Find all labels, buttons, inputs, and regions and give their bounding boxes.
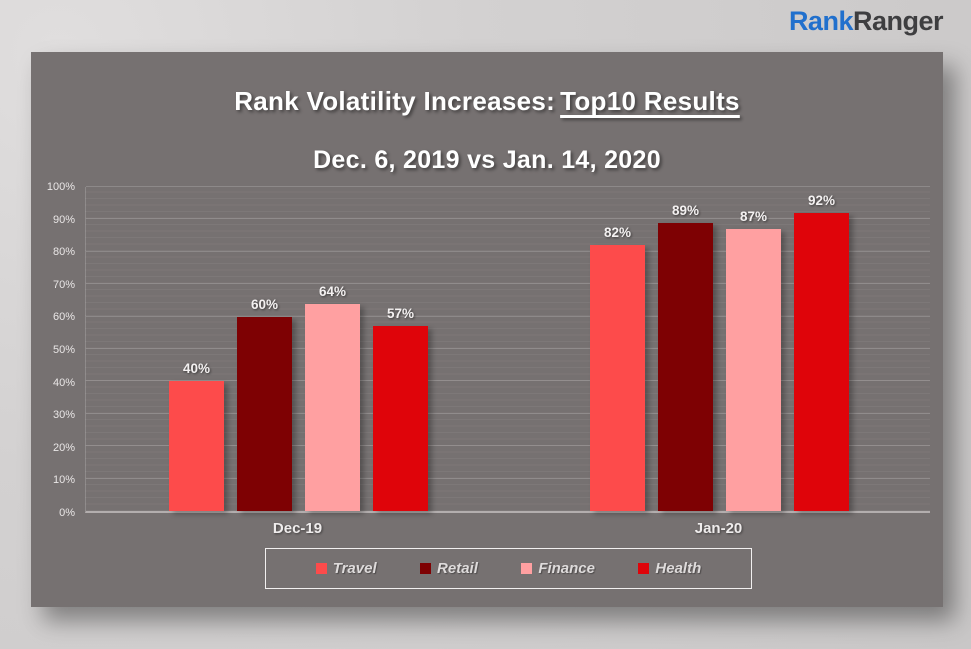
bar-travel-jan-20: 82% [590, 225, 645, 511]
chart-title-prefix: Rank Volatility Increases: [234, 86, 556, 116]
gridline [86, 283, 930, 285]
y-tick-label: 50% [52, 344, 75, 356]
logo-text-rank: Rank [788, 6, 854, 36]
bar-value-label: 40% [182, 361, 211, 377]
y-tick-label: 100% [46, 181, 75, 193]
bar-value-label: 92% [807, 192, 836, 208]
legend: Travel Retail Finance Health [265, 548, 752, 589]
gridline [86, 186, 930, 187]
y-tick-label: 20% [52, 441, 75, 454]
chart-panel: Rank Volatility Increases: Top10 Results … [31, 52, 943, 607]
bar-value-label: 82% [603, 225, 632, 241]
y-tick-label: 70% [52, 278, 75, 291]
bar-finance-dec-19: 64% [305, 284, 360, 511]
gridline [86, 380, 930, 382]
legend-swatch [521, 563, 533, 574]
bar-travel-dec-19: 40% [169, 361, 224, 511]
bar-health-jan-20: 92% [794, 193, 849, 511]
bar-value-label: 64% [318, 283, 347, 299]
bar-value-label: 60% [250, 296, 279, 312]
gridline [86, 218, 930, 220]
bar-value-label: 87% [739, 209, 768, 225]
x-category-label: Jan-20 [694, 520, 743, 537]
plot-area: 40% 60% 64% 57% 82% 89% 87% 92% [85, 186, 930, 513]
gridline [86, 250, 930, 252]
bar-retail-jan-20: 89% [658, 203, 713, 511]
y-tick-label: 0% [59, 507, 75, 519]
legend-label: Health [655, 560, 702, 577]
gridline [86, 445, 930, 447]
y-tick-label: 60% [52, 311, 75, 324]
bar-value-label: 89% [671, 202, 700, 218]
legend-item-travel: Travel [315, 560, 377, 577]
logo-text-ranger: Ranger [852, 6, 944, 36]
bar-group-jan-20: 82% 89% 87% 92% [590, 187, 849, 511]
rankranger-logo: RankRanger [788, 6, 944, 37]
y-tick-label: 10% [52, 474, 75, 487]
gridline [86, 348, 930, 349]
legend-swatch [315, 563, 327, 574]
bar-finance-jan-20: 87% [726, 209, 781, 511]
bar-group-dec-19: 40% 60% 64% 57% [169, 187, 428, 511]
legend-label: Travel [332, 560, 377, 577]
bar-health-dec-19: 57% [373, 306, 428, 511]
legend-label: Retail [437, 560, 478, 577]
gridline [86, 412, 930, 414]
legend-item-finance: Finance [521, 560, 595, 577]
gridline [86, 477, 930, 479]
x-axis: Dec-19 Jan-20 [31, 520, 943, 542]
y-tick-label: 30% [52, 409, 75, 422]
legend-swatch [638, 563, 650, 574]
chart-title: Rank Volatility Increases: Top10 Results [31, 86, 943, 117]
gridline [86, 315, 930, 317]
y-tick-label: 80% [52, 246, 75, 259]
y-tick-label: 40% [52, 376, 75, 389]
chart-title-underlined: Top10 Results [560, 86, 740, 116]
y-axis: 0% 10% 20% 30% 40% 50% 60% 70% 80% 90% 100% [35, 181, 79, 519]
legend-item-retail: Retail [420, 560, 478, 577]
bar-value-label: 57% [386, 306, 415, 322]
x-category-label: Dec-19 [272, 520, 323, 537]
bar-retail-dec-19: 60% [237, 297, 292, 511]
chart-subtitle: Dec. 6, 2019 vs Jan. 14, 2020 [313, 146, 661, 174]
legend-label: Finance [538, 560, 595, 577]
legend-swatch [420, 563, 432, 574]
legend-item-health: Health [638, 560, 701, 577]
y-tick-label: 90% [52, 213, 75, 226]
